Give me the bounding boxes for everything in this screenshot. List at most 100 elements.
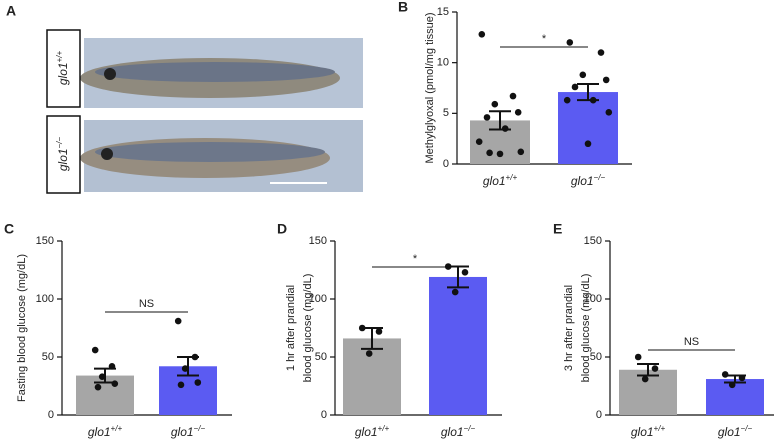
data-point	[514, 109, 522, 116]
y-axis-label: Fasting blood glucose (mg/dL)	[16, 254, 28, 402]
gene: glo1	[718, 425, 741, 439]
genotype-label: glo1+/+	[631, 424, 666, 440]
data-point	[571, 83, 579, 91]
significance-label: *	[542, 33, 547, 45]
y-tick-label: 0	[443, 158, 449, 170]
fish-stripe	[95, 62, 335, 82]
genotype-label: glo1−/−	[55, 137, 71, 172]
y-axis-label: 1 hr after prandial	[285, 285, 297, 371]
data-point	[501, 125, 509, 132]
y-tick-label: 100	[36, 293, 54, 305]
y-tick-label: 100	[584, 293, 602, 305]
genotype: +/+	[378, 424, 390, 433]
gene: glo1	[571, 174, 594, 188]
significance-label: *	[413, 253, 418, 265]
data-point	[174, 317, 182, 325]
gene: glo1	[631, 425, 654, 439]
error-bar	[361, 327, 383, 350]
y-axis-label: Methylglyoxal (pmol/mg tissue)	[424, 13, 436, 164]
genotype-label: glo1+/+	[483, 173, 518, 189]
panel-letter: E	[553, 221, 562, 237]
data-point	[91, 346, 99, 354]
data-point	[651, 365, 659, 372]
genotype-label: glo1−/−	[441, 424, 476, 440]
gene: glo1	[483, 174, 506, 188]
data-point	[584, 140, 592, 148]
error-bar	[637, 362, 659, 377]
genotype: +/+	[55, 51, 64, 63]
genotype: −/−	[55, 137, 64, 149]
data-point	[602, 76, 610, 84]
genotype-label: glo1+/+	[88, 424, 123, 440]
data-point	[451, 288, 459, 296]
gene: glo1	[56, 62, 70, 85]
panel-a-images	[46, 29, 363, 194]
gene: glo1	[355, 425, 378, 439]
genotype-label: glo1−/−	[718, 424, 753, 440]
y-tick-label: 50	[590, 351, 602, 363]
error-bar	[489, 110, 511, 131]
data-point	[483, 114, 491, 121]
genotype: −/−	[594, 173, 606, 182]
genotype-label: glo1−/−	[171, 424, 206, 440]
genotype: +/+	[654, 424, 666, 433]
y-axis-label: blood glucose (mg/dL)	[302, 274, 314, 383]
y-tick-label: 0	[321, 409, 327, 421]
y-tick-label: 5	[443, 107, 449, 119]
data-point	[605, 109, 613, 116]
label-box	[46, 29, 81, 108]
y-axis-label: 3 hr after prandial	[563, 285, 575, 371]
genotype: +/+	[506, 173, 518, 182]
panel-letter: B	[398, 0, 408, 15]
fish-stripe	[95, 142, 325, 162]
y-tick-label: 150	[36, 235, 54, 247]
y-tick-label: 150	[309, 235, 327, 247]
data-point	[496, 150, 504, 158]
data-point	[563, 96, 571, 104]
y-axis-label: blood glucose (mg/dL)	[580, 274, 592, 383]
significance-label: NS	[139, 298, 154, 310]
gene: glo1	[441, 425, 464, 439]
data-point	[478, 30, 486, 38]
data-point	[517, 148, 525, 156]
bar	[429, 276, 487, 415]
label-box	[46, 115, 81, 194]
bar	[558, 92, 618, 164]
data-point	[491, 100, 499, 108]
data-point	[566, 39, 574, 46]
y-tick-label: 50	[42, 351, 54, 363]
data-point	[597, 49, 605, 56]
error-bar	[724, 374, 746, 384]
data-point	[641, 375, 649, 383]
genotype-label: glo1+/+	[355, 424, 390, 440]
data-point	[634, 353, 642, 361]
genotype-label: glo1+/+	[55, 51, 71, 86]
panel-letter: A	[6, 3, 16, 19]
data-point	[98, 373, 106, 381]
gene: glo1	[171, 425, 194, 439]
gene: glo1	[56, 148, 70, 171]
y-tick-label: 100	[309, 293, 327, 305]
data-point	[181, 365, 189, 372]
data-point	[486, 149, 493, 157]
genotype: −/−	[464, 424, 476, 433]
y-tick-label: 10	[437, 57, 449, 69]
bar	[343, 338, 401, 415]
error-bar	[177, 356, 199, 377]
y-tick-label: 0	[596, 409, 602, 421]
gene: glo1	[88, 425, 111, 439]
data-point	[509, 92, 517, 100]
error-bar	[577, 82, 599, 102]
genotype-label: glo1−/−	[571, 173, 606, 189]
significance-label: NS	[684, 336, 699, 348]
data-point	[475, 138, 483, 146]
genotype: −/−	[194, 424, 206, 433]
genotype: −/−	[741, 424, 753, 433]
fish-eye	[101, 148, 113, 160]
panel-letter: D	[277, 221, 287, 237]
y-tick-label: 15	[437, 6, 449, 18]
y-tick-label: 0	[48, 409, 54, 421]
data-point	[461, 269, 469, 276]
data-point	[111, 380, 119, 387]
